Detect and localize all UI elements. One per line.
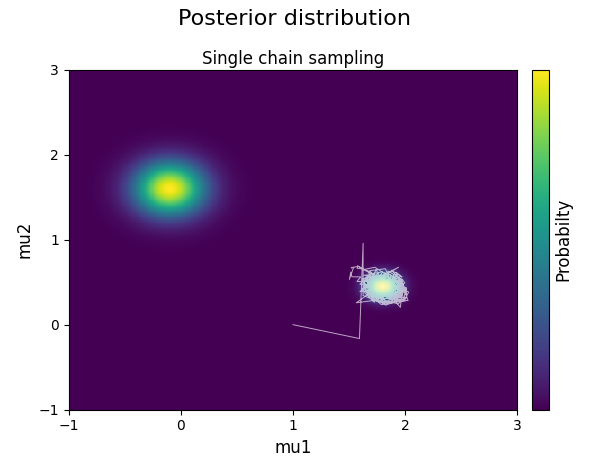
X-axis label: mu1: mu1 <box>274 439 312 457</box>
Title: Single chain sampling: Single chain sampling <box>202 50 384 68</box>
Y-axis label: mu2: mu2 <box>15 221 33 258</box>
Text: Posterior distribution: Posterior distribution <box>179 9 411 29</box>
Y-axis label: Probabilty: Probabilty <box>555 198 572 281</box>
